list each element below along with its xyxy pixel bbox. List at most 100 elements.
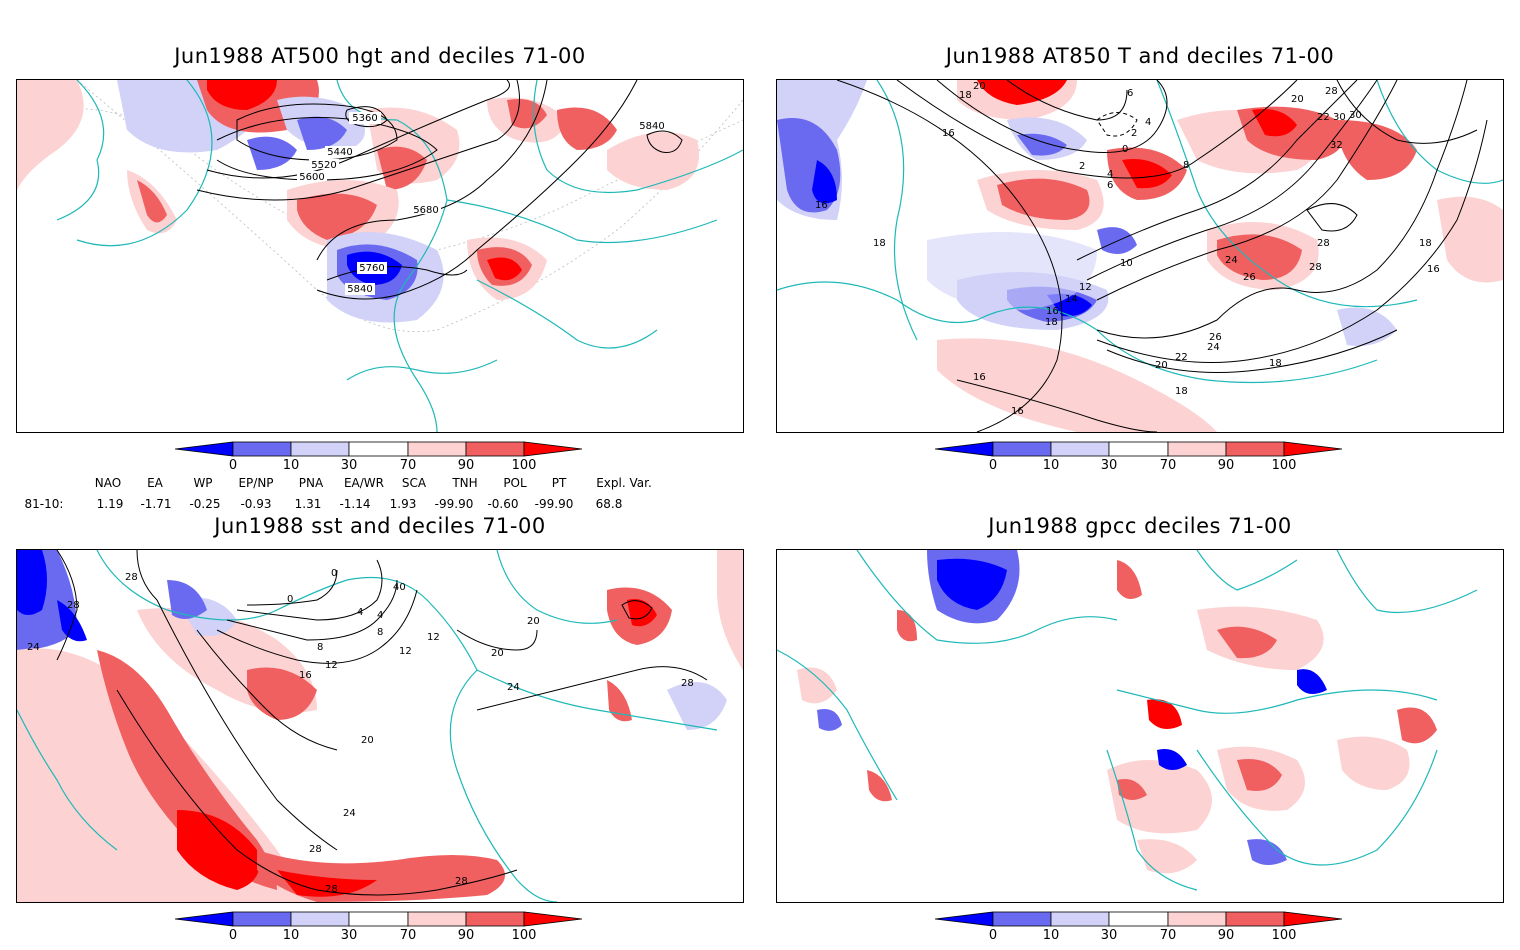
colorbar-swatch	[290, 911, 350, 927]
map-hgt500: 5360 5440 5520 5600 5680 5760 5840 5840	[16, 79, 744, 433]
colorbar-swatches	[934, 911, 1343, 927]
contour-label: 0	[331, 568, 337, 579]
contour-label: 16	[942, 128, 955, 139]
indices-value-row: 81-10: 1.19 -1.71 -0.25 -0.93 1.31 -1.14…	[0, 497, 760, 513]
panel-title-t850: Jun1988 AT850 T and deciles 71-00	[945, 44, 1335, 68]
contour-label: 18	[1419, 238, 1432, 249]
index-header: TNH	[452, 476, 478, 490]
contour-label: 18	[1045, 317, 1058, 328]
contour-label: 14	[1065, 294, 1078, 305]
contour-label: 4	[357, 607, 363, 618]
index-header: EA	[147, 476, 163, 490]
index-header: EP/NP	[238, 476, 274, 490]
colorbar-tick-label: 10	[1042, 458, 1060, 473]
contour-label: 4	[377, 610, 383, 621]
contour-label: 5360	[352, 113, 377, 124]
map-gpcc	[776, 549, 1504, 903]
colorbar-tick-label: 10	[282, 928, 300, 943]
colorbar-t850: 0 10 30 70 90 100	[934, 440, 1355, 480]
colorbar-tick-label: 90	[1217, 458, 1235, 473]
contour-label: 16	[299, 670, 312, 681]
colorbar-swatch	[232, 441, 292, 457]
contour-label: 4	[1107, 169, 1113, 180]
contour-label: 28	[309, 844, 322, 855]
colorbar-tick-label: 90	[457, 458, 475, 473]
colorbar-sst: 0 10 30 70 90 100	[174, 910, 595, 950]
colorbar-tick-label: 30	[1100, 928, 1118, 943]
index-value: -99.90	[534, 497, 574, 511]
contour-label: 24	[27, 642, 40, 653]
colorbar-swatch-low	[934, 441, 994, 457]
contour-label: 20	[1155, 360, 1168, 371]
colorbar-tick-label: 30	[340, 458, 358, 473]
colorbar-tick-label: 0	[228, 458, 238, 473]
colorbar-swatch	[407, 911, 467, 927]
contour-label: 8	[377, 627, 383, 638]
colorbar-swatches	[174, 911, 583, 927]
contour-label: 0	[1122, 144, 1128, 155]
contour-label: 20	[527, 616, 540, 627]
index-value: -0.93	[240, 497, 272, 511]
contour-label: 5840	[347, 284, 372, 295]
contour-label: 4	[1145, 117, 1151, 128]
colorbar-swatch-high	[523, 911, 583, 927]
colorbar-tick-label: 0	[988, 458, 998, 473]
colorbar-swatch	[232, 911, 292, 927]
colorbar-tick-label: 100	[1271, 928, 1297, 943]
colorbar-swatch	[1108, 911, 1169, 927]
index-value: -1.71	[140, 497, 172, 511]
contour-label: 16	[973, 372, 986, 383]
contour-label: 22	[1317, 112, 1330, 123]
contour-label: 8	[317, 642, 323, 653]
colorbar-swatch	[992, 441, 1052, 457]
contour-label: 5760	[359, 263, 384, 274]
map-sst: 28 28 24 20 0 0 4 8 12 16 12 12 8 4 20 2…	[16, 549, 744, 903]
contour-label: 26	[1243, 272, 1256, 283]
colorbar-hgt500: 0 10 30 70 90 100	[174, 440, 595, 480]
colorbar-gpcc: 0 10 30 70 90 100	[934, 910, 1355, 950]
contour-label: 20	[491, 648, 504, 659]
colorbar-swatch-low	[174, 911, 234, 927]
colorbar-swatch-high	[523, 441, 583, 457]
colorbar-tick-label: 10	[1042, 928, 1060, 943]
colorbar-swatches	[174, 441, 583, 457]
contour-label: 28	[681, 678, 694, 689]
contour-label: 18	[1175, 386, 1188, 397]
contour-label: 28	[67, 600, 80, 611]
colorbar-swatch	[1167, 911, 1227, 927]
colorbar-tick-label: 0	[988, 928, 998, 943]
contour-label: 28	[1309, 262, 1322, 273]
contour-label: 26	[1209, 332, 1222, 343]
index-period: 81-10:	[24, 497, 64, 511]
contour-label: 16	[1046, 306, 1059, 317]
panel-title-sst: Jun1988 sst and deciles 71-00	[214, 514, 546, 538]
contour-label: 18	[959, 90, 972, 101]
colorbar-swatch	[1050, 441, 1110, 457]
colorbar-tick-label: 30	[1100, 458, 1118, 473]
index-value: -1.14	[339, 497, 371, 511]
index-value: 1.31	[294, 497, 322, 511]
index-value: -0.60	[487, 497, 519, 511]
contour-label: 5840	[639, 121, 664, 132]
colorbar-swatch-low	[934, 911, 994, 927]
contour-label: 5440	[327, 147, 352, 158]
colorbar-swatch	[1050, 911, 1110, 927]
index-header: PT	[551, 476, 567, 490]
index-header: POL	[503, 476, 527, 490]
colorbar-tick-label: 70	[399, 458, 417, 473]
contour-label: 24	[343, 808, 356, 819]
indices-header-row: NAO EA WP EP/NP PNA EA/WR SCA TNH POL PT…	[0, 476, 760, 492]
colorbar-swatch	[290, 441, 350, 457]
colorbar-swatches	[934, 441, 1343, 457]
map-gpcc-svg	[777, 550, 1478, 891]
colorbar-swatch	[465, 911, 525, 927]
contour-label: 5600	[299, 172, 324, 183]
colorbar-tick-label: 70	[399, 928, 417, 943]
colorbar-tick-label: 70	[1159, 458, 1177, 473]
index-header: SCA	[401, 476, 427, 490]
colorbar-tick-label: 90	[1217, 928, 1235, 943]
panel-title-gpcc: Jun1988 gpcc deciles 71-00	[988, 514, 1292, 538]
colorbar-tick-label: 10	[282, 458, 300, 473]
contour-label: 24	[1207, 342, 1220, 353]
colorbar-tick-label: 70	[1159, 928, 1177, 943]
